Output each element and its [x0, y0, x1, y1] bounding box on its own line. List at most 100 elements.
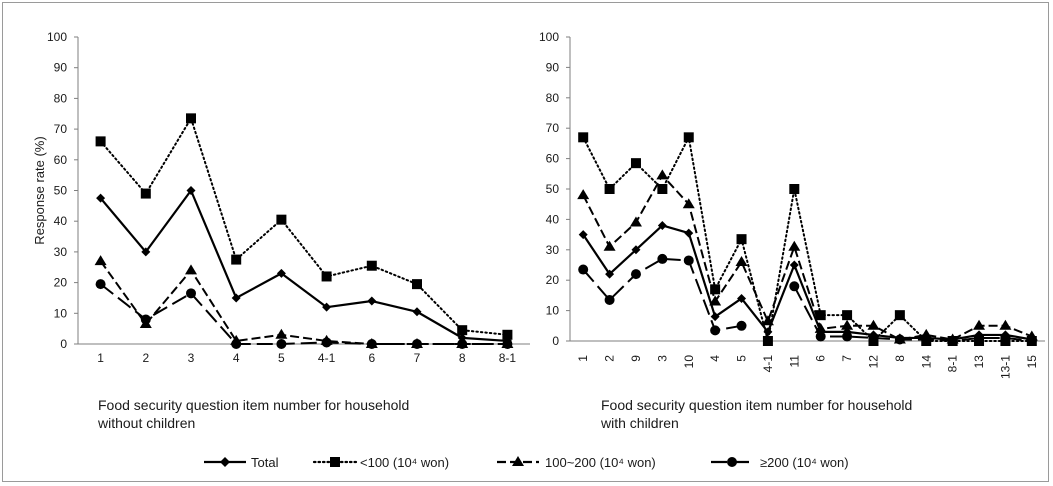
x-axis-title-line: with children — [600, 415, 679, 431]
data-point — [789, 260, 799, 270]
x-tick-label: 5 — [278, 351, 285, 365]
data-point — [761, 315, 774, 326]
data-point — [868, 332, 879, 343]
x-tick-label: 7 — [840, 355, 854, 362]
x-tick-label: 2 — [603, 355, 617, 362]
series-1 — [578, 220, 1037, 344]
y-tick-label: 0 — [552, 334, 559, 348]
data-point — [1026, 336, 1037, 346]
series-4 — [95, 279, 513, 349]
legend-label: 100~200 (10⁴ won) — [545, 455, 656, 470]
data-point — [683, 255, 694, 266]
legend: Total <100 (10⁴ won) 100~200 (10⁴ won) ≥200… — [204, 455, 849, 470]
data-point — [231, 339, 242, 349]
data-point — [578, 264, 589, 275]
data-point — [841, 319, 854, 330]
data-point — [275, 328, 288, 339]
data-point — [276, 339, 287, 349]
data-point — [682, 198, 695, 209]
y-tick-label: 90 — [54, 61, 68, 75]
x-tick-label: 5 — [735, 355, 749, 362]
y-tick-label: 30 — [546, 243, 560, 257]
legend-item-2: <100 (10⁴ won) — [312, 455, 449, 470]
y-tick-label: 40 — [546, 212, 560, 226]
data-point — [867, 319, 880, 330]
legend-marker — [220, 457, 230, 467]
y-tick-label: 40 — [54, 214, 68, 228]
series-line — [582, 174, 1033, 341]
series-3 — [577, 169, 1038, 344]
y-tick-label: 50 — [546, 182, 560, 196]
data-point — [842, 310, 853, 321]
data-point — [276, 214, 287, 225]
data-point — [815, 331, 826, 342]
data-point — [894, 310, 905, 321]
data-point — [141, 247, 151, 257]
legend-item-1: Total — [204, 455, 279, 470]
data-point — [709, 295, 722, 306]
data-point — [630, 158, 641, 169]
legend-label: ≥200 (10⁴ won) — [760, 455, 849, 470]
legend-label: <100 (10⁴ won) — [360, 455, 449, 470]
x-tick-label: 10 — [682, 355, 696, 369]
data-point — [96, 193, 106, 203]
x-axis-title-line: Food security question item number for h… — [98, 397, 409, 413]
data-point — [604, 294, 615, 305]
data-point — [762, 336, 773, 346]
data-point — [894, 334, 905, 345]
x-tick-label: 3 — [188, 351, 195, 365]
series-2 — [95, 113, 513, 340]
series-line — [99, 189, 508, 343]
legend-marker — [330, 457, 340, 467]
data-point — [789, 281, 800, 292]
x-tick-label: 1 — [97, 351, 104, 365]
x-tick-label: 4-1 — [761, 355, 775, 373]
data-point — [412, 279, 422, 290]
data-point — [789, 184, 800, 194]
y-tick-label: 60 — [546, 152, 560, 166]
data-point — [710, 325, 721, 336]
data-point — [974, 332, 985, 343]
x-tick-label: 1 — [576, 355, 590, 362]
data-point — [577, 189, 590, 200]
y-tick-label: 0 — [60, 337, 67, 351]
data-point — [683, 132, 694, 143]
data-point — [603, 240, 616, 251]
data-point — [578, 132, 589, 143]
legend-item-4: ≥200 (10⁴ won) — [711, 455, 849, 470]
data-point — [412, 307, 422, 317]
x-axis-title-line: without children — [97, 415, 195, 431]
data-point — [95, 136, 106, 147]
data-point — [842, 331, 853, 342]
data-point — [366, 339, 377, 349]
x-tick-label: 6 — [814, 355, 828, 362]
legend-marker — [727, 457, 737, 467]
data-point — [186, 113, 196, 124]
data-point — [605, 269, 615, 279]
series-1 — [96, 186, 512, 346]
data-point — [710, 312, 720, 322]
data-point — [788, 240, 801, 251]
x-tick-label: 8-1 — [946, 355, 960, 373]
series-3 — [94, 255, 514, 348]
x-tick-label: 2 — [142, 351, 149, 365]
data-point — [656, 169, 669, 180]
x-tick-label: 4-1 — [318, 351, 336, 365]
data-point — [321, 337, 332, 348]
data-point — [999, 319, 1012, 330]
data-point — [321, 271, 332, 282]
y-tick-label: 10 — [546, 304, 560, 318]
data-point — [947, 336, 958, 346]
x-tick-label: 4 — [708, 355, 722, 362]
data-point — [921, 334, 932, 345]
series-line — [99, 283, 508, 345]
chart-panel-without-children: 0 10 20 30 40 50 60 70 80 90 100 1 2 3 4 5 4-1 6 7 8 8-1 Resp… — [32, 30, 530, 431]
data-point — [502, 329, 513, 340]
data-point — [457, 325, 468, 336]
data-point — [684, 228, 694, 238]
y-tick-label: 100 — [539, 30, 559, 44]
y-tick-label: 90 — [546, 60, 560, 74]
x-tick-label: 11 — [787, 355, 801, 368]
y-tick-label: 70 — [546, 121, 560, 135]
